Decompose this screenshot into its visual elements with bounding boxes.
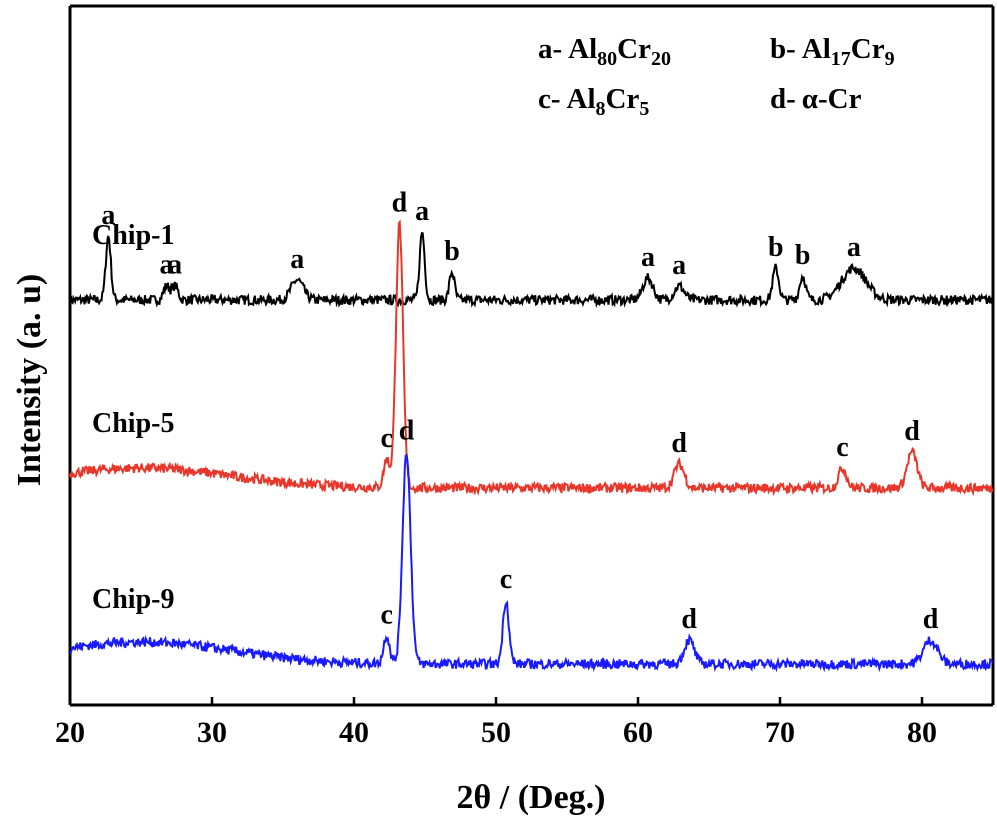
x-tick-label: 30 (197, 716, 227, 749)
peak-label: b (795, 240, 811, 271)
series-name-label: Chip-5 (92, 408, 174, 439)
peak-label: d (904, 416, 920, 447)
x-tick-label: 60 (623, 716, 653, 749)
peak-label: a (160, 250, 174, 281)
plot-area (68, 4, 995, 707)
legend-entry: b- Al17Cr9 (770, 33, 895, 70)
series-line-chip-1 (69, 231, 994, 309)
series-name-label: Chip-9 (92, 584, 174, 615)
peak-label: a (168, 250, 182, 281)
peak-label: c (380, 599, 392, 630)
peak-label: d (392, 188, 408, 219)
series-names: Chip-1 Chip-5 Chip-9 (92, 220, 174, 615)
peak-label: d (399, 416, 415, 447)
series-line-chip-9 (69, 453, 994, 673)
x-tick-label: 70 (765, 716, 795, 749)
x-tick-label: 20 (55, 716, 85, 749)
x-axis-label: 2θ / (Deg.) (457, 779, 606, 816)
peak-label: a (290, 244, 304, 275)
peak-label: a (415, 196, 429, 227)
peak-label: c (500, 564, 512, 595)
series-name-label: Chip-1 (92, 220, 174, 251)
peak-label: c (836, 432, 848, 463)
x-tick-label: 50 (481, 716, 511, 749)
legend: a- Al80Cr20 b- Al17Cr9 c- Al8Cr5 d-α-Cr (538, 33, 895, 120)
x-ticks: 20 30 40 50 60 70 80 (55, 697, 937, 749)
x-tick-label: 40 (339, 716, 369, 749)
y-axis-label: Intensity (a. u) (11, 274, 48, 487)
peak-label: d (923, 604, 939, 635)
legend-entry: d-α-Cr (770, 83, 862, 115)
peak-label: a (847, 232, 861, 263)
peak-label: c (380, 423, 392, 454)
peak-label: d (671, 428, 687, 459)
peak-label: a (672, 250, 686, 281)
series-line-chip-5 (69, 219, 994, 497)
peak-label: b (768, 232, 784, 263)
x-tick-label: 80 (907, 716, 937, 749)
peak-label: a (101, 200, 115, 231)
series-layer (69, 219, 994, 673)
peak-label: a (641, 242, 655, 273)
legend-entry: c- Al8Cr5 (538, 83, 649, 120)
peak-label: d (681, 604, 697, 635)
legend-entry: a- Al80Cr20 (538, 33, 671, 70)
peak-label: b (444, 236, 460, 267)
